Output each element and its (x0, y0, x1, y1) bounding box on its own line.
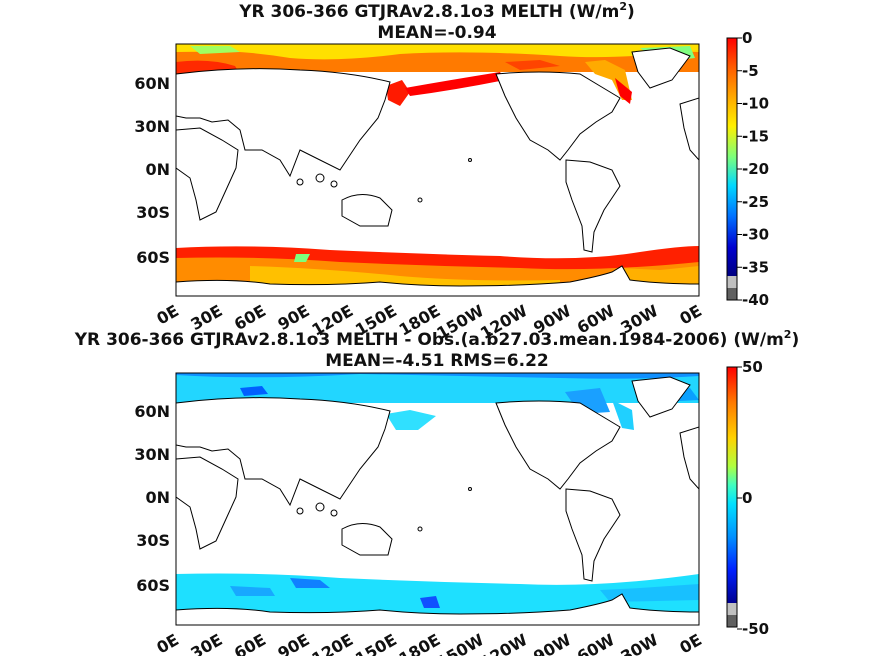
lat-label: 60N (134, 74, 170, 93)
lat-label: 30N (134, 117, 170, 136)
panel-1-subtitle: MEAN=-0.94 (377, 23, 496, 43)
panel-2-colorbar: 50 0 -50 (726, 358, 769, 638)
panel-1-coastlines (176, 47, 699, 253)
panel-1-colorbar: 0 -5 -10 -15 -20 -25 -30 -35 -40 (726, 29, 769, 309)
lon-label: 150W (433, 630, 487, 656)
colorbar-tick-label: -15 (742, 127, 769, 145)
panel-1-map (176, 44, 699, 296)
colorbar-tick-label: -5 (742, 62, 759, 80)
panel-1: YR 306-366 GTJRAv2.8.1o3 MELTH (W/m2) ME… (134, 0, 769, 343)
lat-label: 30N (134, 445, 170, 464)
lon-label: 120W (477, 630, 531, 656)
panel-2-lat-labels: 60N 30N 0N 30S 60S (134, 402, 170, 595)
colorbar-tick-label: 50 (742, 358, 763, 376)
colorbar-tick-label: 0 (742, 29, 752, 47)
lon-label: 0E (153, 630, 182, 656)
lon-label: 90W (530, 630, 574, 656)
lon-label: 60E (231, 630, 269, 656)
lat-label: 30S (136, 203, 170, 222)
lon-label: 120E (308, 630, 356, 656)
lon-label: 30W (617, 630, 661, 656)
lon-label: 30E (187, 630, 225, 656)
panel-2-map (176, 373, 699, 625)
panel-2-title: YR 306-366 GTJRAv2.8.1o3 MELTH - Obs.(a.… (74, 328, 799, 350)
panel-1-lat-labels: 60N 30N 0N 30S 60S (134, 74, 170, 267)
colorbar-tick-label: -35 (742, 258, 769, 276)
panel-2-subtitle: MEAN=-4.51 RMS=6.22 (325, 351, 549, 371)
colorbar-tick-label: -25 (742, 193, 769, 211)
lat-label: 60S (136, 248, 170, 267)
panel-2-frame (175, 372, 700, 626)
lon-label: 180E (396, 630, 444, 656)
lon-label: 60W (574, 630, 618, 656)
colorbar-tick-label: -20 (742, 160, 769, 178)
colorbar-tick-label: 0 (742, 489, 752, 507)
panel-1-title: YR 306-366 GTJRAv2.8.1o3 MELTH (W/m2) (238, 0, 635, 22)
colorbar-tick-label: -10 (742, 95, 769, 113)
lat-label: 60N (134, 402, 170, 421)
panel-2-coastlines (176, 376, 699, 582)
lon-label: 0E (153, 301, 182, 328)
lon-label: 90E (274, 630, 312, 656)
lat-label: 0N (145, 160, 170, 179)
lon-label: 0E (676, 301, 705, 328)
lat-label: 0N (145, 488, 170, 507)
lon-label: 0E (676, 630, 705, 656)
colorbar-tick-label: -40 (742, 291, 769, 309)
lat-label: 30S (136, 531, 170, 550)
lon-label: 150E (352, 630, 400, 656)
colorbar-tick-label: -50 (742, 620, 769, 638)
colorbar-tick-label: -30 (742, 226, 769, 244)
panel-2: YR 306-366 GTJRAv2.8.1o3 MELTH - Obs.(a.… (74, 328, 799, 656)
lat-label: 60S (136, 576, 170, 595)
panel-1-frame (175, 43, 700, 297)
